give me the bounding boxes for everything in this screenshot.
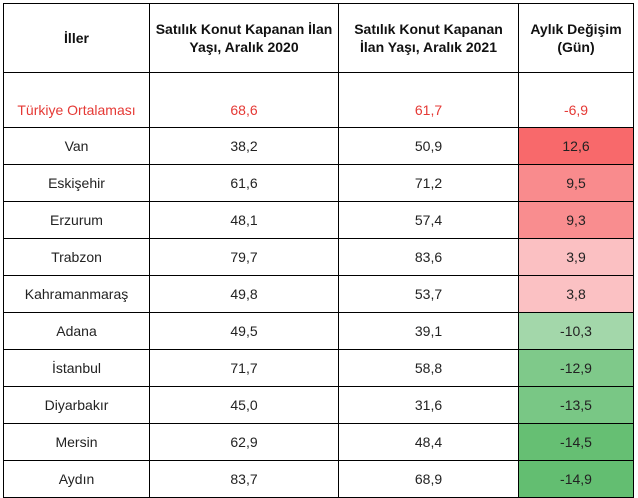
average-row: Türkiye Ortalaması 68,6 61,7 -6,9 [3, 72, 634, 128]
change-cell: -12,9 [518, 349, 634, 387]
change-cell: 12,6 [518, 127, 634, 165]
header-2021: Satılık Konut Kapanan İlan Yaşı, Aralık … [338, 3, 519, 73]
city-cell: Eskişehir [3, 164, 150, 202]
average-2020: 68,6 [149, 72, 339, 128]
city-cell: Adana [3, 312, 150, 350]
value-2020-cell: 38,2 [149, 127, 339, 165]
header-city: İller [3, 3, 150, 73]
city-cell: Trabzon [3, 238, 150, 276]
table-row: Diyarbakır 45,0 31,6 -13,5 [3, 386, 634, 424]
change-cell: -14,9 [518, 460, 634, 498]
header-2020: Satılık Konut Kapanan İlan Yaşı, Aralık … [149, 3, 339, 73]
value-2021-cell: 31,6 [338, 386, 519, 424]
header-change: Aylık Değişim (Gün) [518, 3, 634, 73]
city-cell: Diyarbakır [3, 386, 150, 424]
average-name: Türkiye Ortalaması [3, 72, 150, 128]
data-table: İller Satılık Konut Kapanan İlan Yaşı, A… [3, 3, 634, 498]
value-2020-cell: 49,5 [149, 312, 339, 350]
city-cell: Van [3, 127, 150, 165]
value-2020-cell: 48,1 [149, 201, 339, 239]
change-cell: -10,3 [518, 312, 634, 350]
table-row: Kahramanmaraş 49,8 53,7 3,8 [3, 275, 634, 313]
value-2021-cell: 83,6 [338, 238, 519, 276]
table-row: İstanbul 71,7 58,8 -12,9 [3, 349, 634, 387]
value-2020-cell: 49,8 [149, 275, 339, 313]
value-2021-cell: 50,9 [338, 127, 519, 165]
table-row: Mersin 62,9 48,4 -14,5 [3, 423, 634, 461]
table-row: Trabzon 79,7 83,6 3,9 [3, 238, 634, 276]
change-cell: -13,5 [518, 386, 634, 424]
value-2021-cell: 39,1 [338, 312, 519, 350]
city-cell: Erzurum [3, 201, 150, 239]
table-row: Van 38,2 50,9 12,6 [3, 127, 634, 165]
city-cell: Mersin [3, 423, 150, 461]
change-cell: 3,9 [518, 238, 634, 276]
city-cell: Aydın [3, 460, 150, 498]
value-2020-cell: 61,6 [149, 164, 339, 202]
value-2021-cell: 71,2 [338, 164, 519, 202]
value-2020-cell: 79,7 [149, 238, 339, 276]
change-cell: 9,5 [518, 164, 634, 202]
value-2021-cell: 57,4 [338, 201, 519, 239]
value-2021-cell: 53,7 [338, 275, 519, 313]
value-2020-cell: 45,0 [149, 386, 339, 424]
city-cell: İstanbul [3, 349, 150, 387]
average-2021: 61,7 [338, 72, 519, 128]
table-row: Erzurum 48,1 57,4 9,3 [3, 201, 634, 239]
change-cell: -14,5 [518, 423, 634, 461]
value-2021-cell: 68,9 [338, 460, 519, 498]
table-row: Adana 49,5 39,1 -10,3 [3, 312, 634, 350]
value-2020-cell: 83,7 [149, 460, 339, 498]
header-row: İller Satılık Konut Kapanan İlan Yaşı, A… [3, 3, 634, 73]
change-cell: 9,3 [518, 201, 634, 239]
change-cell: 3,8 [518, 275, 634, 313]
value-2021-cell: 58,8 [338, 349, 519, 387]
average-change: -6,9 [518, 72, 634, 128]
table-row: Aydın 83,7 68,9 -14,9 [3, 460, 634, 498]
table-row: Eskişehir 61,6 71,2 9,5 [3, 164, 634, 202]
value-2020-cell: 71,7 [149, 349, 339, 387]
value-2021-cell: 48,4 [338, 423, 519, 461]
value-2020-cell: 62,9 [149, 423, 339, 461]
city-cell: Kahramanmaraş [3, 275, 150, 313]
